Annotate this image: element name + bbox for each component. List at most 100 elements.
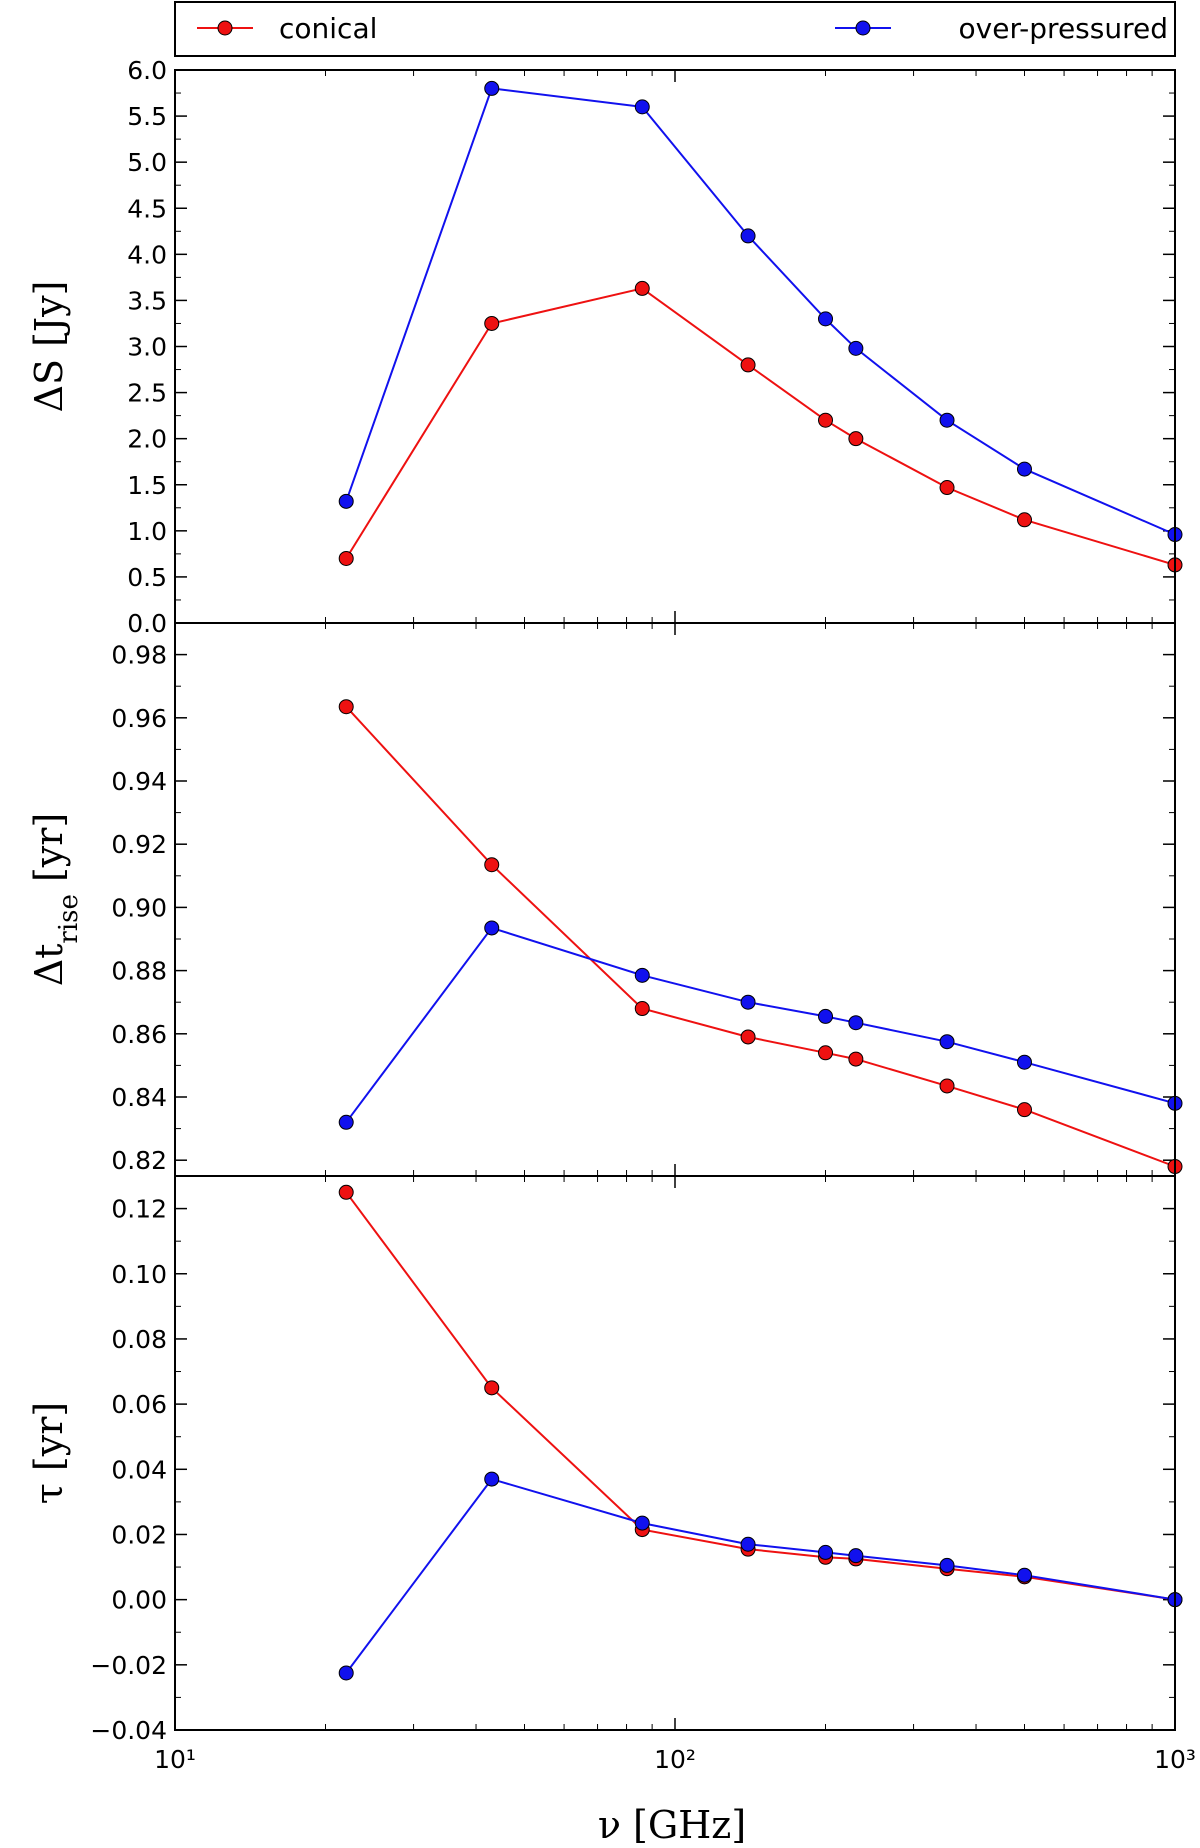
x-tick-label: 10³ bbox=[1154, 1745, 1196, 1774]
y-axis-label: ΔS [Jy] bbox=[27, 281, 71, 413]
legend-label-conical: conical bbox=[279, 12, 377, 45]
series-line-over-pressured bbox=[345, 926, 1176, 1123]
data-point-conical bbox=[1016, 512, 1032, 528]
data-point-conical bbox=[338, 1184, 354, 1200]
data-point-over-pressured bbox=[848, 1015, 864, 1031]
series-over-pressured bbox=[338, 920, 1183, 1130]
series-line-conical bbox=[345, 706, 1176, 1168]
data-point-conical bbox=[740, 1029, 756, 1045]
y-tick-label: 1.5 bbox=[127, 471, 167, 500]
data-point-over-pressured bbox=[740, 1536, 756, 1552]
data-point-conical bbox=[818, 1045, 834, 1061]
data-point-over-pressured bbox=[338, 1665, 354, 1681]
x-tick-label: 10¹ bbox=[154, 1745, 196, 1774]
data-point-over-pressured bbox=[484, 1471, 500, 1487]
data-point-over-pressured bbox=[818, 311, 834, 327]
data-point-over-pressured bbox=[484, 80, 500, 96]
y-tick-label: 5.0 bbox=[127, 148, 167, 177]
data-point-over-pressured bbox=[848, 340, 864, 356]
data-point-conical bbox=[338, 699, 354, 715]
data-point-conical bbox=[484, 1380, 500, 1396]
series-over-pressured bbox=[338, 80, 1183, 543]
y-tick-label: 0.84 bbox=[111, 1083, 167, 1112]
data-point-conical bbox=[634, 280, 650, 296]
data-point-conical bbox=[484, 315, 500, 331]
panel-1: 0.0 0.5 1.0 1.5 2.0 2.5 3.0 3.5 4.0 4.5 5.0 5.5 6.0 Δ… bbox=[27, 56, 1183, 638]
y-tick-label: −0.02 bbox=[90, 1651, 167, 1680]
y-tick-label: 0.98 bbox=[111, 641, 167, 670]
y-tick-label: 0.04 bbox=[111, 1455, 167, 1484]
data-point-over-pressured bbox=[939, 1557, 955, 1573]
y-tick-label: −0.04 bbox=[90, 1716, 167, 1745]
panels: 0.0 0.5 1.0 1.5 2.0 2.5 3.0 3.5 4.0 4.5 5.0 5.5 6.0 Δ… bbox=[27, 56, 1183, 1745]
panel-frame bbox=[174, 1175, 1176, 1731]
data-point-over-pressured bbox=[848, 1548, 864, 1564]
data-point-conical bbox=[818, 412, 834, 428]
panel-frame bbox=[174, 69, 1176, 624]
series-line-conical bbox=[345, 287, 1176, 566]
y-axis-label: Δtrise [yr] bbox=[27, 813, 84, 987]
series-line-over-pressured bbox=[345, 1477, 1176, 1674]
data-point-conical bbox=[939, 1078, 955, 1094]
y-tick-label: 0.90 bbox=[111, 893, 167, 922]
series-conical bbox=[338, 699, 1183, 1175]
y-tick-label: 0.00 bbox=[111, 1586, 167, 1615]
y-tick-label: 0.10 bbox=[111, 1260, 167, 1289]
data-point-over-pressured bbox=[740, 994, 756, 1010]
y-tick-label: 0.86 bbox=[111, 1020, 167, 1049]
data-point-conical bbox=[338, 550, 354, 566]
y-tick-label: 0.08 bbox=[111, 1325, 167, 1354]
data-point-over-pressured bbox=[338, 493, 354, 509]
y-tick-label: 0.96 bbox=[111, 704, 167, 733]
y-tick-label: 0.88 bbox=[111, 957, 167, 986]
y-tick-label: 2.5 bbox=[127, 379, 167, 408]
data-point-over-pressured bbox=[818, 1008, 834, 1024]
data-point-conical bbox=[484, 857, 500, 873]
data-point-over-pressured bbox=[1016, 461, 1032, 477]
legend-label-over-pressured: over-pressured bbox=[959, 12, 1168, 45]
data-point-over-pressured bbox=[818, 1544, 834, 1560]
data-point-over-pressured bbox=[939, 1034, 955, 1050]
data-point-over-pressured bbox=[740, 228, 756, 244]
data-point-over-pressured bbox=[1016, 1054, 1032, 1070]
y-tick-label: 0.0 bbox=[127, 609, 167, 638]
data-point-conical bbox=[740, 357, 756, 373]
y-tick-label: 4.0 bbox=[127, 240, 167, 269]
data-point-conical bbox=[1016, 1102, 1032, 1118]
data-point-over-pressured bbox=[484, 920, 500, 936]
legend-frame bbox=[174, 1, 1176, 57]
y-tick-label: 0.82 bbox=[111, 1146, 167, 1175]
legend-marker-conical bbox=[217, 20, 233, 36]
y-tick-label: 3.5 bbox=[127, 286, 167, 315]
y-tick-label: 0.92 bbox=[111, 830, 167, 859]
data-point-conical bbox=[848, 431, 864, 447]
y-axis-label: τ [yr] bbox=[27, 1402, 71, 1504]
data-point-over-pressured bbox=[634, 967, 650, 983]
series-line-conical bbox=[345, 1191, 1176, 1601]
panel-frame bbox=[174, 622, 1176, 1177]
data-point-conical bbox=[939, 480, 955, 496]
y-tick-label: 0.5 bbox=[127, 563, 167, 592]
series-over-pressured bbox=[338, 1471, 1183, 1681]
y-tick-label: 5.5 bbox=[127, 102, 167, 131]
data-point-conical bbox=[634, 1001, 650, 1017]
x-axis-label: ν [GHz] bbox=[598, 1803, 746, 1847]
series-conical bbox=[338, 280, 1183, 573]
y-tick-label: 6.0 bbox=[127, 56, 167, 85]
y-tick-label: 1.0 bbox=[127, 517, 167, 546]
x-axis: 10¹ 10² 10³ bbox=[154, 1745, 1196, 1774]
series-conical bbox=[338, 1184, 1183, 1608]
x-tick-label: 10² bbox=[654, 1745, 696, 1774]
data-point-over-pressured bbox=[634, 1515, 650, 1531]
y-tick-label: 0.12 bbox=[111, 1195, 167, 1224]
legend: conical over-pressured bbox=[174, 1, 1176, 57]
data-point-over-pressured bbox=[634, 99, 650, 115]
data-point-over-pressured bbox=[338, 1114, 354, 1130]
y-tick-label: 0.94 bbox=[111, 767, 167, 796]
panel-2: 0.82 0.84 0.86 0.88 0.90 0.92 0.94 0.96 0.98 Δtri… bbox=[27, 622, 1183, 1177]
data-point-over-pressured bbox=[939, 412, 955, 428]
legend-marker-over-pressured bbox=[855, 20, 871, 36]
y-tick-label: 3.0 bbox=[127, 333, 167, 362]
series-line-over-pressured bbox=[345, 87, 1176, 536]
